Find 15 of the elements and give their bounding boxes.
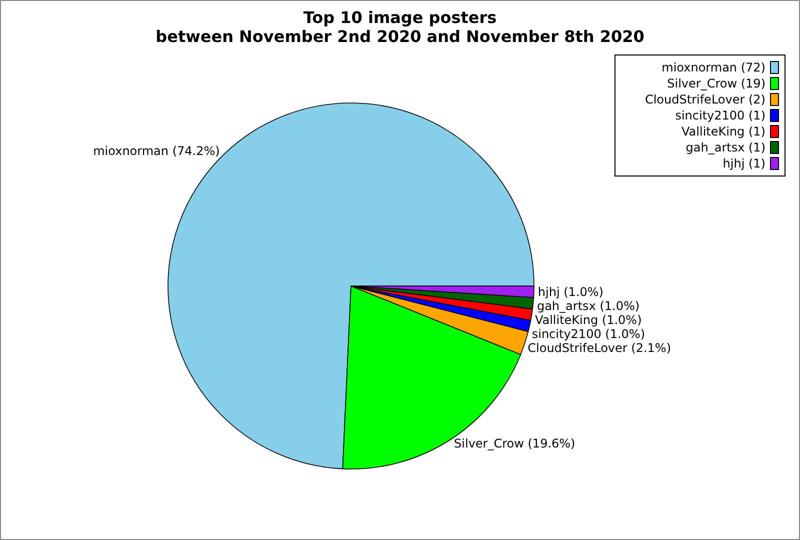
legend-label: ValliteKing (1) [682,124,766,138]
data-label: sincity2100 (1.0%) [532,326,646,341]
legend-label: sincity2100 (1) [675,108,766,122]
legend-label: mioxnorman (72) [662,60,766,74]
data-label: CloudStrifeLover (2.1%) [528,340,672,355]
legend-label: CloudStrifeLover (2) [644,92,766,106]
data-label: Silver_Crow (19.6%) [454,436,576,450]
legend-label: hjhj (1) [722,156,766,170]
legend-label: gah_artsx (1) [686,140,766,154]
data-label: mioxnorman (74.2%) [93,144,220,158]
data-label: ValliteKing (1.0%) [534,312,642,327]
data-label: gah_artsx (1.0%) [536,298,640,313]
data-label: hjhj (1.0%) [538,284,604,299]
legend-label: Silver_Crow (19) [667,76,766,90]
chart-title: Top 10 image posters between November 2nd 2020 and November 8th 2020 [156,8,644,46]
